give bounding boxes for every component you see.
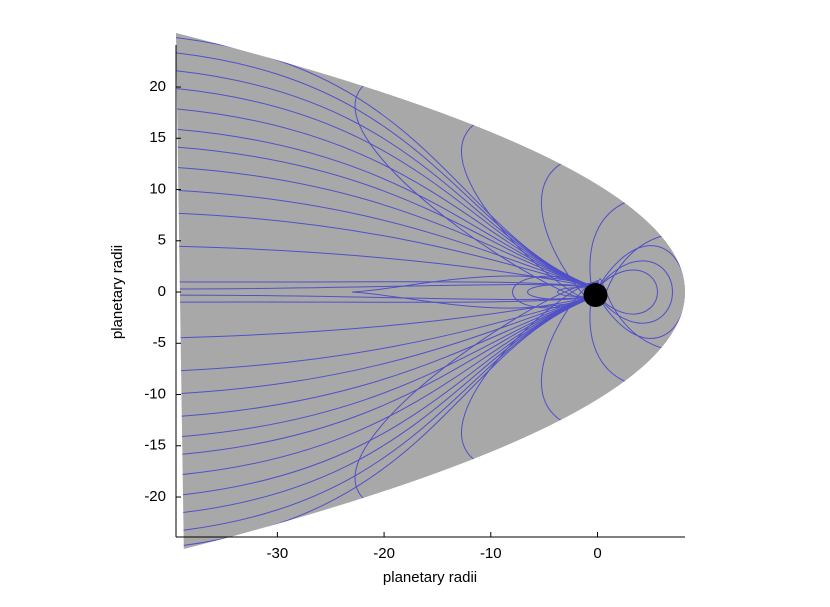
field-line <box>176 295 598 339</box>
field-line <box>176 295 598 418</box>
field-line <box>176 107 598 289</box>
field-line <box>556 287 598 297</box>
x-tick-label: -10 <box>480 545 502 562</box>
field-line <box>597 245 685 339</box>
field-line <box>176 87 598 289</box>
field-line <box>354 282 599 500</box>
y-tick-label: 15 <box>149 129 166 146</box>
field-lines <box>176 36 685 548</box>
y-tick-label: -10 <box>144 385 166 402</box>
field-line <box>176 284 598 290</box>
y-tick-label: 20 <box>149 78 166 95</box>
planet <box>583 283 608 308</box>
y-tick-label: -20 <box>144 488 166 505</box>
field-line <box>176 295 598 456</box>
x-tick-label: -30 <box>267 545 289 562</box>
field-line <box>176 295 598 477</box>
x-tick-label: 0 <box>593 545 601 562</box>
plot-area <box>176 33 685 549</box>
field-line <box>589 280 628 384</box>
y-tick-label: 0 <box>158 283 166 300</box>
y-tick-label: 10 <box>149 180 166 197</box>
field-line <box>511 275 598 309</box>
field-line <box>597 260 673 324</box>
magnetopause <box>176 33 685 549</box>
field-line <box>597 278 666 350</box>
y-axis-label: planetary radii <box>109 245 126 339</box>
field-line <box>176 128 598 289</box>
field-line <box>352 275 598 309</box>
y-tick-label: -5 <box>153 334 166 351</box>
field-line <box>176 245 598 289</box>
field-line <box>176 69 598 289</box>
field-line <box>540 281 599 422</box>
x-axis-label: planetary radii <box>383 569 477 586</box>
field-line <box>176 294 598 300</box>
field-line <box>176 295 598 515</box>
field-line <box>354 84 599 302</box>
y-tick-label: 5 <box>158 232 166 249</box>
x-tick-label: -20 <box>373 545 395 562</box>
field-line <box>176 295 598 372</box>
field-line <box>176 146 598 289</box>
field-line <box>176 295 598 438</box>
field-line <box>176 166 598 289</box>
field-line <box>526 284 598 300</box>
field-line <box>176 212 598 289</box>
field-line <box>597 269 658 315</box>
field-line <box>176 295 598 497</box>
y-tick-label: -15 <box>144 437 166 454</box>
